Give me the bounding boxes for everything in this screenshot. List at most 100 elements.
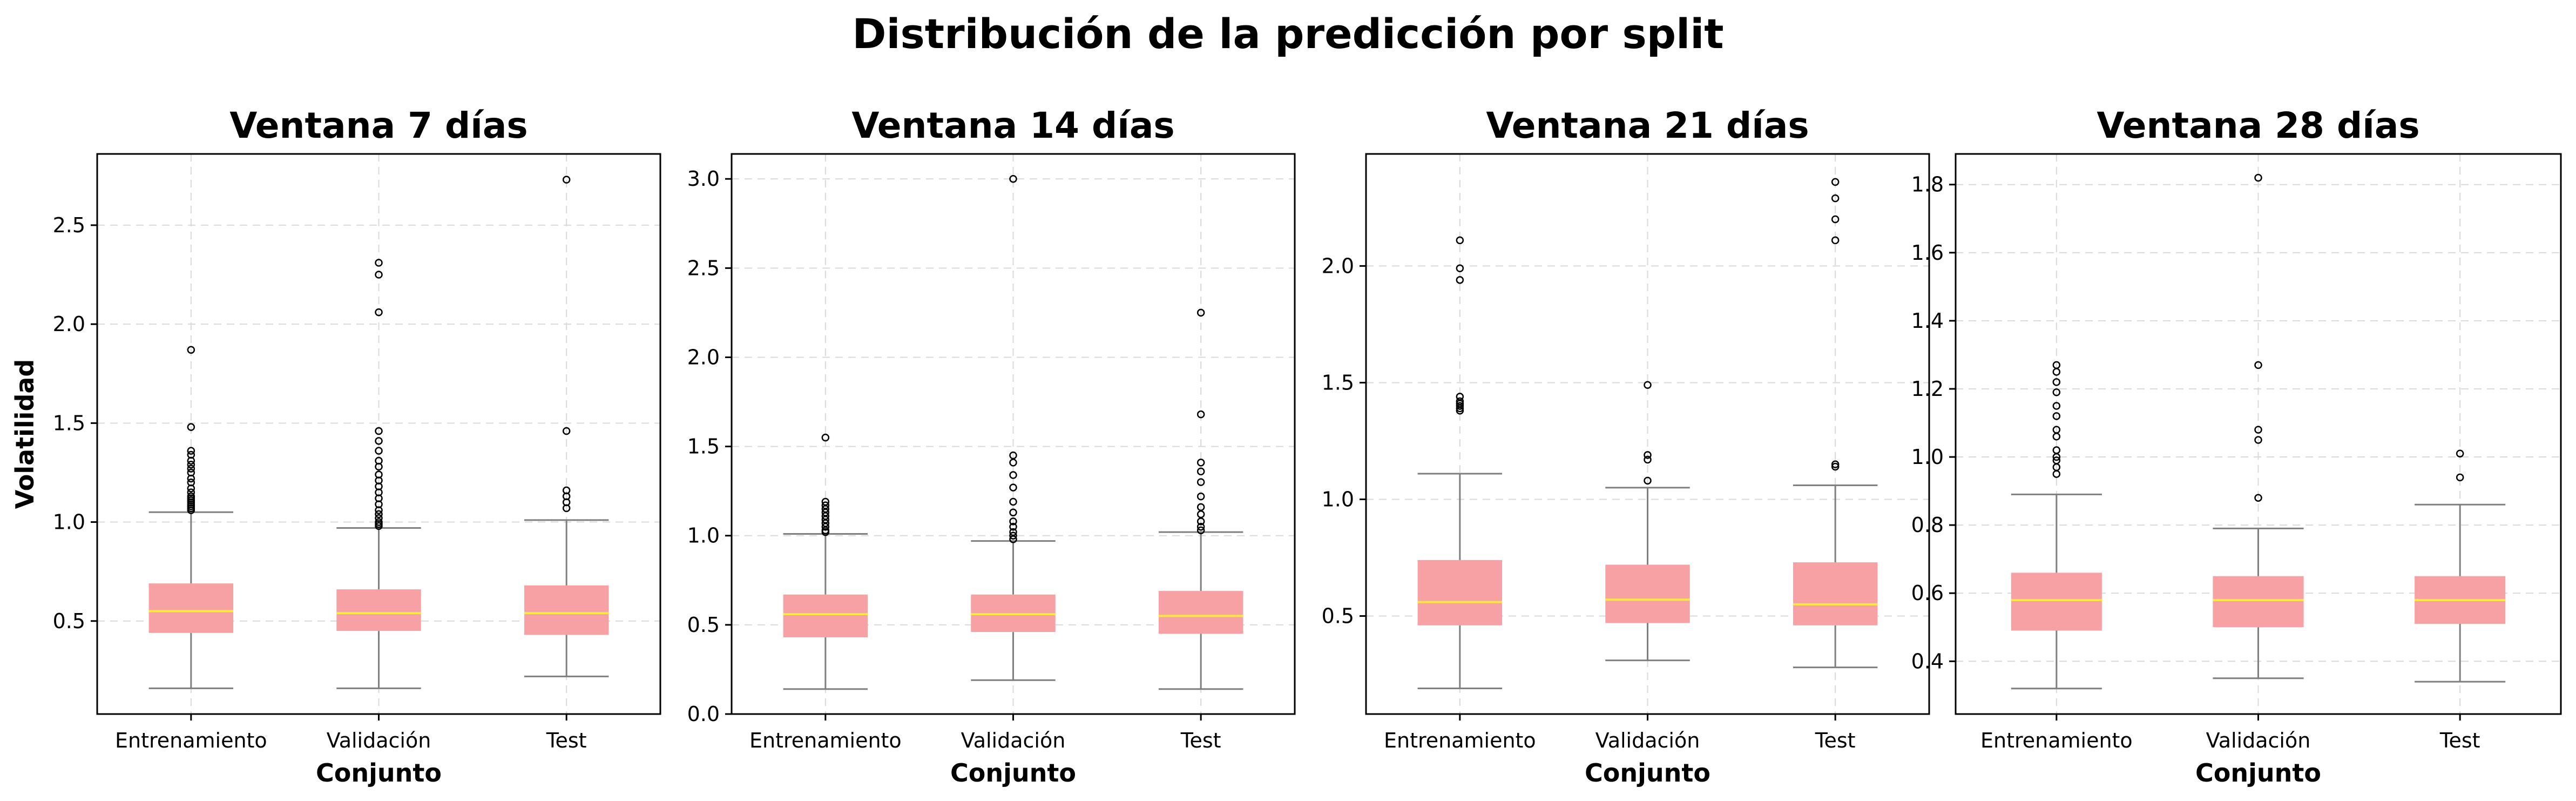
outlier-point xyxy=(375,456,383,465)
outlier-point xyxy=(1009,483,1017,492)
outlier-point xyxy=(375,447,383,455)
outlier-point xyxy=(2052,432,2061,441)
box-body xyxy=(1158,591,1243,634)
box-2 xyxy=(336,259,421,689)
y-tick-label: 2.5 xyxy=(687,256,720,280)
chart-panel-1: 0.5 1.0 1.5 2.0 2.5 Entrenamiento Validación Te… xyxy=(10,105,661,787)
outlier-point xyxy=(375,518,383,526)
outlier-point xyxy=(1831,215,1840,224)
x-axis-label: Conjunto xyxy=(2195,758,2321,787)
x-tick-label: Entrenamiento xyxy=(115,729,267,752)
outlier-point xyxy=(375,510,383,519)
outlier-point xyxy=(1196,522,1205,531)
outlier-point xyxy=(1196,478,1205,486)
outlier-point xyxy=(2254,494,2262,502)
box-body xyxy=(2213,576,2304,628)
x-tick-label: Validación xyxy=(327,729,431,752)
outlier-point xyxy=(2052,361,2061,369)
y-tick-label: 2.0 xyxy=(687,345,720,369)
y-tick-label: 0.0 xyxy=(687,702,720,726)
outlier-point xyxy=(1196,308,1205,317)
y-tick-label: 1.0 xyxy=(1322,487,1354,511)
outlier-point xyxy=(2456,473,2464,482)
box-body xyxy=(524,585,609,635)
y-tick-label: 1.2 xyxy=(1911,377,1944,401)
outlier-point xyxy=(187,492,195,501)
outlier-point xyxy=(1831,462,1840,471)
outlier-point xyxy=(1644,476,1652,485)
outlier-point xyxy=(1831,236,1840,245)
x-tick-label: Validación xyxy=(2206,729,2311,752)
outlier-point xyxy=(2052,456,2061,465)
outlier-point xyxy=(1196,510,1205,519)
outlier-point xyxy=(1009,531,1017,540)
box-body xyxy=(148,583,234,633)
y-tick-label: 1.5 xyxy=(687,435,720,459)
x-tick-label: Validación xyxy=(961,729,1066,752)
box-3 xyxy=(2415,449,2506,683)
outlier-point xyxy=(1644,455,1652,464)
outlier-point xyxy=(1196,459,1205,467)
outlier-point xyxy=(187,468,195,477)
outlier-point xyxy=(1456,402,1464,410)
outlier-point xyxy=(2052,446,2061,454)
y-tick-label: 0.4 xyxy=(1911,649,1944,673)
y-tick-label: 2.0 xyxy=(53,312,85,336)
x-axis-label: Conjunto xyxy=(316,758,442,787)
y-tick-label: 1.8 xyxy=(1911,173,1944,197)
outlier-point xyxy=(1831,178,1840,186)
outlier-point xyxy=(187,423,195,431)
outlier-point xyxy=(2456,449,2464,457)
outlier-point xyxy=(1009,174,1017,183)
outlier-point xyxy=(187,465,195,473)
outlier-point xyxy=(1009,471,1017,479)
outlier-point xyxy=(2052,412,2061,420)
outlier-point xyxy=(375,514,383,522)
outlier-point xyxy=(187,461,195,469)
outlier-point xyxy=(1196,467,1205,476)
outlier-point xyxy=(375,259,383,267)
outlier-point xyxy=(1644,451,1652,459)
outlier-point xyxy=(1456,236,1464,245)
box-body xyxy=(2011,573,2102,631)
box-1 xyxy=(2011,361,2102,690)
x-axis-label: Conjunto xyxy=(1585,758,1710,787)
panel-title: Ventana 14 días xyxy=(851,105,1174,146)
outlier-point xyxy=(2254,361,2262,369)
outlier-point xyxy=(2052,426,2061,434)
x-tick-label: Entrenamiento xyxy=(1980,729,2133,752)
x-tick-label: Entrenamiento xyxy=(749,729,902,752)
outlier-point xyxy=(1831,460,1840,468)
outlier-point xyxy=(1196,492,1205,501)
outlier-point xyxy=(1196,503,1205,511)
outlier-point xyxy=(2052,378,2061,386)
outlier-point xyxy=(187,450,195,459)
y-tick-label: 2.5 xyxy=(53,213,85,237)
outlier-point xyxy=(821,501,830,509)
outlier-point xyxy=(2254,426,2262,434)
y-tick-label: 1.0 xyxy=(1911,445,1944,469)
x-tick-label: Test xyxy=(1815,729,1856,752)
y-tick-label: 1.0 xyxy=(53,510,85,534)
outlier-point xyxy=(187,479,195,487)
outlier-point xyxy=(821,433,830,442)
outlier-point xyxy=(375,427,383,435)
outlier-point xyxy=(1831,194,1840,203)
chart-panel-2: 0.0 0.5 1.0 1.5 2.0 2.5 3.0 Entrenamiento Valida… xyxy=(687,105,1296,787)
box-1 xyxy=(783,433,868,690)
outlier-point xyxy=(2052,402,2061,410)
x-tick-label: Validación xyxy=(1595,729,1700,752)
box-2 xyxy=(971,174,1056,681)
box-body xyxy=(336,589,421,631)
chart-panel-3: 0.5 1.0 1.5 2.0 Entrenamiento Validación Test V… xyxy=(1322,105,1930,787)
outlier-point xyxy=(1009,522,1017,531)
figure-title: Distribución de la predicción por split xyxy=(852,10,1724,58)
panel-title: Ventana 7 días xyxy=(229,105,528,146)
outlier-point xyxy=(375,271,383,279)
outlier-point xyxy=(1644,381,1652,389)
box-2 xyxy=(1605,381,1690,662)
x-tick-label: Test xyxy=(2439,729,2480,752)
box-3 xyxy=(1158,308,1243,690)
x-tick-label: Test xyxy=(546,729,587,752)
